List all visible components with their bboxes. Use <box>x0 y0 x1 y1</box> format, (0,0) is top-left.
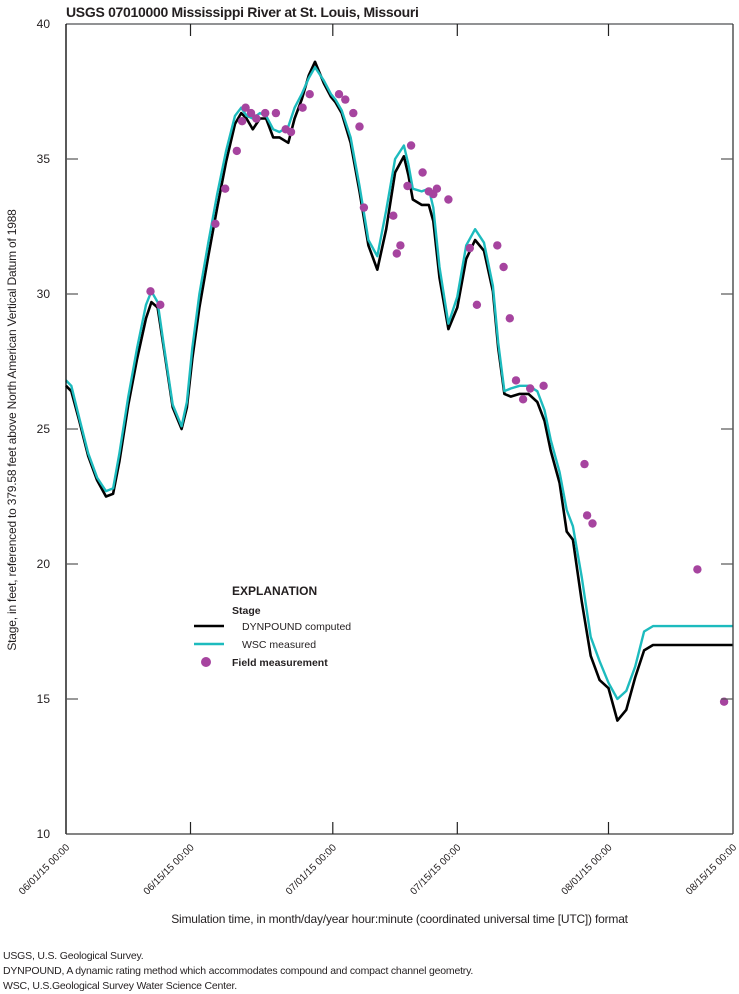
legend: EXPLANATION Stage DYNPOUND computed WSC mea… <box>194 584 351 669</box>
legend-subtitle: Stage <box>232 605 261 617</box>
field-measurement-point <box>539 381 548 390</box>
x-axis: 06/01/15 00:00 06/15/15 00:00 07/01/15 00:… <box>17 24 739 897</box>
field-measurement-point <box>465 243 474 253</box>
y-tick-label: 30 <box>37 287 51 301</box>
field-measurement-point <box>261 108 270 118</box>
y-tick-label: 15 <box>37 692 51 706</box>
field-measurement-point <box>334 90 344 99</box>
legend-title: EXPLANATION <box>232 584 317 598</box>
field-measurement-point <box>359 203 369 212</box>
field-measurement-point <box>298 103 307 112</box>
x-tick-label: 06/01/15 00:00 <box>17 842 72 897</box>
legend-label: WSC measured <box>242 639 316 651</box>
field-measurement-point <box>588 519 597 528</box>
field-measurement-point <box>221 184 230 193</box>
field-measurement-point <box>355 122 364 131</box>
y-tick-label: 40 <box>37 17 51 31</box>
field-measurement-point <box>499 262 508 272</box>
y-tick-label: 10 <box>37 827 51 841</box>
field-measurement-point <box>693 565 702 574</box>
field-measurement-point <box>341 95 350 104</box>
y-tick-label: 25 <box>37 422 51 436</box>
field-measurement-point <box>237 117 247 126</box>
field-measurement-point <box>444 195 453 204</box>
field-measurement-point <box>396 241 405 250</box>
plot-area <box>65 60 733 722</box>
field-measurement-point <box>472 300 482 309</box>
field-measurement-point <box>518 395 528 404</box>
legend-swatch-marker <box>201 657 211 667</box>
field-measurement-point <box>146 287 155 296</box>
field-measurement-point <box>241 103 250 112</box>
field-measurement-point <box>349 108 358 118</box>
field-measurement-point <box>511 376 521 385</box>
field-measurement-point <box>252 114 261 123</box>
note-dynpound: DYNPOUND, A dynamic rating method which … <box>3 965 474 977</box>
field-measurement-point <box>286 127 296 137</box>
field-measurement-point <box>582 511 592 520</box>
field-measurement-point <box>211 219 220 228</box>
field-measurement-point <box>406 141 416 150</box>
field-measurement-point <box>392 249 401 258</box>
x-tick-label: 08/01/15 00:00 <box>560 842 615 897</box>
legend-label: Field measurement <box>232 657 328 669</box>
field-measurement-point <box>505 314 514 323</box>
y-axis-label: Stage, in feet, referenced to 379.58 fee… <box>5 209 19 651</box>
field-measurement-point <box>418 168 427 177</box>
x-tick-label: 07/15/15 00:00 <box>408 842 463 897</box>
field-measurement-point <box>156 300 165 309</box>
y-axis: 10 15 20 25 30 35 40 <box>37 17 733 841</box>
field-measurement-point <box>403 181 412 191</box>
field-measurement-point <box>580 459 589 469</box>
field-measurement-point <box>526 384 535 393</box>
field-measurement-point <box>389 211 398 220</box>
field-measurement-point <box>493 241 502 250</box>
note-wsc: WSC, U.S.Geological Survey Water Science… <box>3 980 237 992</box>
series-dynpound-computed <box>65 60 733 722</box>
x-tick-label: 08/15/15 00:00 <box>684 842 739 897</box>
x-tick-label: 06/15/15 00:00 <box>142 842 197 897</box>
y-tick-label: 20 <box>37 557 51 571</box>
y-tick-label: 35 <box>37 152 51 166</box>
x-tick-label: 07/01/15 00:00 <box>284 842 339 897</box>
field-measurement-point <box>232 146 241 156</box>
field-measurement-point <box>432 184 442 193</box>
series-wsc-measured <box>65 66 733 701</box>
field-measurement-point <box>271 108 281 118</box>
plot-frame <box>65 23 734 835</box>
field-measurement-point <box>246 108 256 118</box>
note-usgs: USGS, U.S. Geological Survey. <box>3 950 144 962</box>
chart-title: USGS 07010000 Mississippi River at St. L… <box>66 4 419 20</box>
field-measurement-point <box>305 90 314 99</box>
legend-label: DYNPOUND computed <box>242 621 351 633</box>
x-axis-label: Simulation time, in month/day/year hour:… <box>171 912 628 926</box>
